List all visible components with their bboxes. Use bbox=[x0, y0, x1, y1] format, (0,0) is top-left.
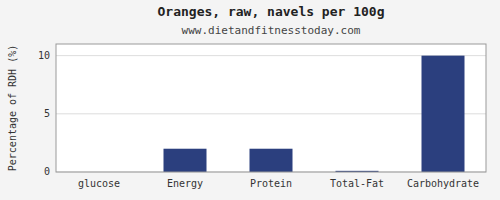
x-tick-label: Energy bbox=[167, 178, 203, 189]
x-tick-label: Total-Fat bbox=[330, 178, 384, 189]
y-grid bbox=[56, 56, 486, 172]
bar bbox=[164, 149, 207, 172]
subtitle: www.dietandfitnesstoday.com bbox=[182, 24, 361, 37]
bar bbox=[422, 56, 465, 172]
y-tick-label: 5 bbox=[44, 108, 50, 119]
plot-background bbox=[56, 44, 486, 172]
y-axis-label: Percentage of RDH (%) bbox=[7, 45, 18, 171]
y-tick-label: 10 bbox=[38, 50, 50, 61]
bar bbox=[250, 149, 293, 172]
x-tick-label: glucose bbox=[78, 178, 120, 189]
title: Oranges, raw, navels per 100g bbox=[158, 4, 385, 19]
chart-container: 0 5 10 glucose Energy Protein Total-Fat Carbohy… bbox=[0, 0, 500, 200]
y-tick-label: 0 bbox=[44, 166, 50, 177]
x-tick-label: Protein bbox=[250, 178, 292, 189]
plot-frame bbox=[56, 44, 486, 172]
chart-svg: 0 5 10 glucose Energy Protein Total-Fat Carbohy… bbox=[0, 0, 500, 200]
bars bbox=[164, 56, 465, 172]
x-tick-label: Carbohydrate bbox=[407, 178, 479, 189]
